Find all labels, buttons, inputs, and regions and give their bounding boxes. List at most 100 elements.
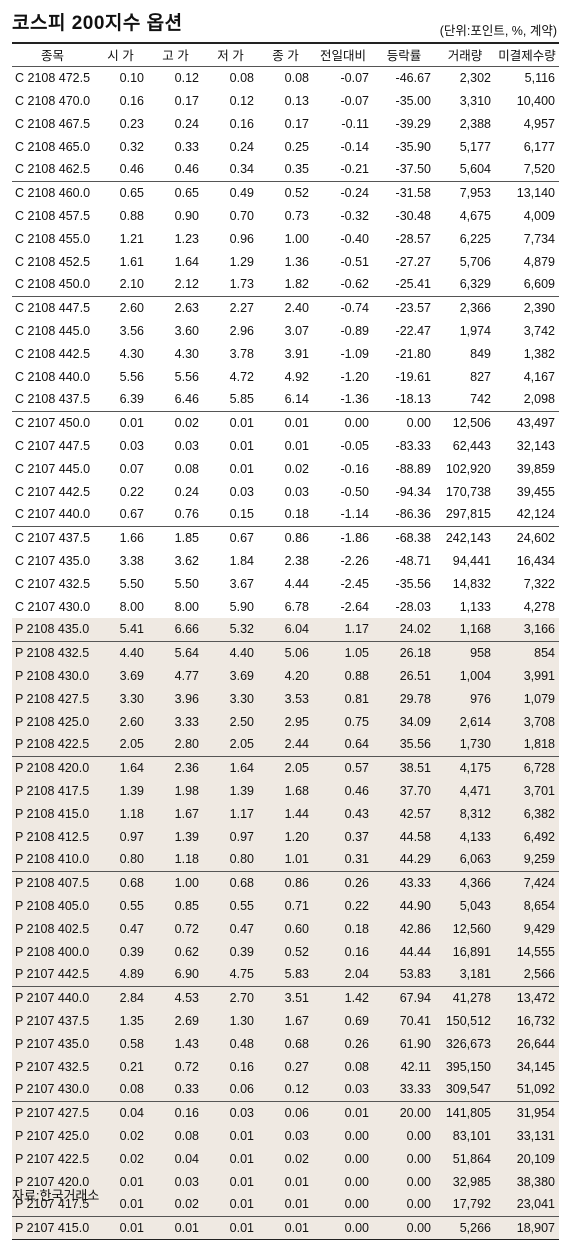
cell-change-rate: -35.56 xyxy=(395,576,431,591)
cell-open-interest: 10,400 xyxy=(516,93,555,108)
cell-open-interest: 2,098 xyxy=(523,392,555,407)
cell-name: P 2107 440.0 xyxy=(12,985,93,1009)
cell-change: 2.04 xyxy=(313,963,373,986)
cell-low: 0.16 xyxy=(203,1055,258,1078)
cell-close: 1.67 xyxy=(258,1009,313,1032)
cell-close: 2.05 xyxy=(258,755,313,779)
cell-close: 0.52 xyxy=(258,180,313,204)
cell-volume: 16,891 xyxy=(435,940,495,963)
cell-change-rate: -23.57 xyxy=(373,295,435,319)
table-row: C 2107 430.0 8.00 8.00 5.90 6.78 -2.64 -28.03 1… xyxy=(12,595,559,618)
cell-name: P 2107 415.0 xyxy=(12,1215,93,1240)
cell-open-interest: 7,424 xyxy=(495,870,559,894)
cell-open-interest: 4,879 xyxy=(523,254,555,269)
cell-name: C 2107 430.0 xyxy=(15,599,91,614)
cell-change: 0.00 xyxy=(313,1124,373,1147)
cell-change-rate: -31.58 xyxy=(373,180,435,204)
cell-high: 0.90 xyxy=(174,208,199,223)
cell-change: 0.01 xyxy=(313,1100,373,1124)
cell-change: 0.81 xyxy=(313,687,373,710)
cell-high: 2.63 xyxy=(148,295,203,319)
cell-open-interest: 3,991 xyxy=(495,664,559,687)
cell-open-interest: 26,644 xyxy=(495,1032,559,1055)
cell-volume: 4,366 xyxy=(435,870,495,894)
cell-low: 0.03 xyxy=(229,484,254,499)
table-row: P 2108 407.5 0.68 1.00 0.68 0.86 0.26 43.33 4,3… xyxy=(12,870,559,894)
table-row: P 2108 415.0 1.18 1.67 1.17 1.44 0.43 42.57 8,3… xyxy=(12,802,559,825)
cell-low: 5.85 xyxy=(229,392,254,407)
table-row: P 2108 410.0 0.80 1.18 0.80 1.01 0.31 44.29 6,0… xyxy=(12,848,559,871)
cell-low: 0.16 xyxy=(229,116,254,131)
cell-name: P 2108 420.0 xyxy=(12,755,93,779)
cell-high: 0.02 xyxy=(148,410,203,434)
cell-low: 0.06 xyxy=(203,1078,258,1101)
cell-change-rate: 67.94 xyxy=(373,985,435,1009)
cell-low: 3.69 xyxy=(203,664,258,687)
cell-low: 1.64 xyxy=(203,755,258,779)
cell-close: 0.02 xyxy=(284,461,309,476)
cell-low: 4.40 xyxy=(203,640,258,664)
table-header-row: 종목 시 가 고 가 저 가 종 가 전일대비 등락률 거래량 미결제수량 xyxy=(12,42,559,67)
table-row: P 2108 435.0 5.41 6.66 5.32 6.04 1.17 24.02 1,1… xyxy=(12,618,559,641)
cell-open: 1.18 xyxy=(93,802,148,825)
cell-close: 0.68 xyxy=(258,1032,313,1055)
cell-close: 0.03 xyxy=(284,484,309,499)
cell-volume: 827 xyxy=(470,369,491,384)
table-row: P 2107 435.0 0.58 1.43 0.48 0.68 0.26 61.90 326… xyxy=(12,1032,559,1055)
table-row: P 2108 420.0 1.64 2.36 1.64 2.05 0.57 38.51 4,1… xyxy=(12,755,559,779)
cell-low: 1.84 xyxy=(229,553,254,568)
cell-open-interest: 6,728 xyxy=(495,755,559,779)
cell-high: 1.43 xyxy=(148,1032,203,1055)
cell-name: C 2107 437.5 xyxy=(12,525,93,549)
cell-high: 3.96 xyxy=(148,687,203,710)
cell-low: 2.96 xyxy=(229,323,254,338)
cell-low: 0.15 xyxy=(229,507,254,522)
cell-change: -0.89 xyxy=(340,323,370,338)
cell-open: 0.04 xyxy=(93,1100,148,1124)
cell-name: P 2107 425.0 xyxy=(12,1124,93,1147)
cell-high: 0.01 xyxy=(148,1215,203,1240)
cell-change-rate: 37.70 xyxy=(373,779,435,802)
cell-low: 0.01 xyxy=(203,1124,258,1147)
cell-low: 0.70 xyxy=(229,208,254,223)
table-row: C 2107 442.5 0.22 0.24 0.03 0.03 -0.50 -94.34 1… xyxy=(12,480,559,503)
cell-volume: 2,614 xyxy=(435,710,495,733)
cell-open-interest: 6,492 xyxy=(495,825,559,848)
cell-name: P 2108 400.0 xyxy=(12,940,93,963)
cell-open-interest: 18,907 xyxy=(495,1215,559,1240)
cell-low: 0.48 xyxy=(203,1032,258,1055)
cell-change-rate: -18.13 xyxy=(395,392,431,407)
table-row: P 2108 412.5 0.97 1.39 0.97 1.20 0.37 44.58 4,1… xyxy=(12,825,559,848)
cell-change-rate: 53.83 xyxy=(373,963,435,986)
table-row: P 2107 437.5 1.35 2.69 1.30 1.67 0.69 70.41 150… xyxy=(12,1009,559,1032)
cell-close: 4.92 xyxy=(284,369,309,384)
cell-volume: 4,175 xyxy=(435,755,495,779)
cell-volume: 12,506 xyxy=(435,410,495,434)
cell-volume: 395,150 xyxy=(435,1055,495,1078)
cell-open: 5.56 xyxy=(119,369,144,384)
cell-close: 2.95 xyxy=(258,710,313,733)
column-header-high: 고 가 xyxy=(148,42,203,67)
cell-low: 0.01 xyxy=(229,438,254,453)
cell-change-rate: 0.00 xyxy=(373,1215,435,1240)
cell-name: P 2108 427.5 xyxy=(12,687,93,710)
cell-volume: 17,792 xyxy=(435,1193,495,1216)
cell-name: C 2108 442.5 xyxy=(15,346,91,361)
cell-name: C 2108 452.5 xyxy=(15,254,91,269)
table-row: P 2108 427.5 3.30 3.96 3.30 3.53 0.81 29.78 976… xyxy=(12,687,559,710)
cell-name: C 2107 440.0 xyxy=(15,507,91,522)
cell-low: 0.68 xyxy=(203,870,258,894)
cell-high: 5.64 xyxy=(148,640,203,664)
cell-close: 0.01 xyxy=(258,1193,313,1216)
cell-change-rate: 44.58 xyxy=(373,825,435,848)
cell-name: P 2108 432.5 xyxy=(12,640,93,664)
cell-change-rate: 35.56 xyxy=(373,733,435,756)
cell-open: 6.39 xyxy=(119,392,144,407)
cell-high: 0.08 xyxy=(148,1124,203,1147)
cell-open: 0.68 xyxy=(93,870,148,894)
cell-low: 0.01 xyxy=(203,1170,258,1193)
cell-volume: 4,675 xyxy=(459,208,491,223)
cell-name: C 2108 457.5 xyxy=(15,208,91,223)
cell-close: 0.02 xyxy=(258,1147,313,1170)
cell-open: 3.38 xyxy=(119,553,144,568)
